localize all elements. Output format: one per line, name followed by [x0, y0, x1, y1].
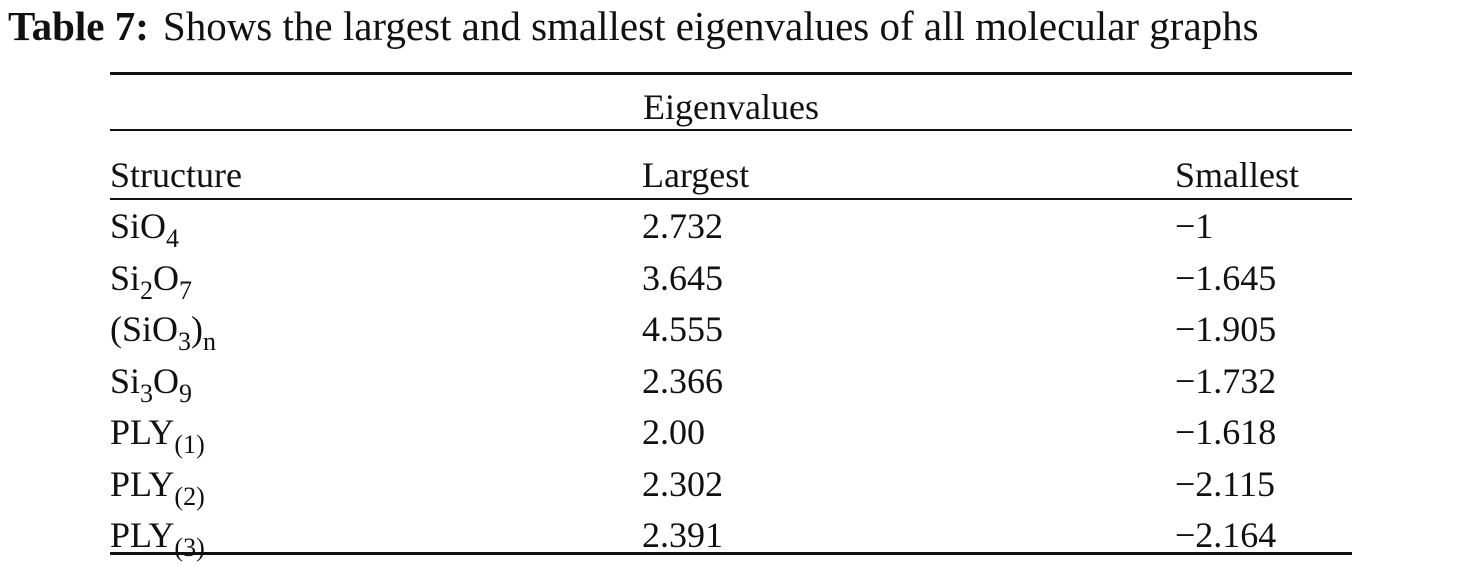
- bottom-rule: [110, 552, 1352, 555]
- top-rule: [110, 72, 1352, 75]
- smallest-cell: −2.164: [1175, 515, 1277, 555]
- largest-cell: 2.366: [642, 360, 723, 401]
- formula-base: ): [191, 309, 204, 349]
- formula-subscript: 7: [179, 275, 193, 305]
- largest-cell: 2.391: [642, 515, 723, 555]
- structure-cell: PLY(1): [110, 412, 205, 459]
- smallest-cell: −1.618: [1175, 412, 1277, 452]
- structure-cell: PLY(2): [110, 463, 205, 511]
- caption: Table 7: Shows the largest and smallest e…: [8, 2, 1259, 50]
- smallest-cell: −1.905: [1175, 309, 1277, 349]
- formula-subscript: 9: [179, 378, 193, 408]
- caption-label: Table 7:: [8, 3, 149, 49]
- structure-cell: SiO4: [110, 206, 179, 253]
- formula-base: PLY: [110, 515, 175, 555]
- formula-subscript: 4: [166, 224, 180, 253]
- header-rule: [110, 198, 1352, 200]
- formula-base: Si: [110, 257, 141, 298]
- column-header: Largest: [642, 155, 750, 195]
- formula-subscript: (2): [174, 481, 205, 511]
- formula-subscript: (1): [174, 430, 205, 459]
- formula-base: Si: [110, 360, 141, 401]
- group-header: Eigenvalues: [643, 87, 819, 127]
- formula-subscript: 3: [140, 378, 154, 408]
- structure-cell: (SiO3)n: [110, 309, 216, 356]
- formula-subscript: 3: [178, 327, 192, 356]
- largest-cell: 2.732: [642, 206, 723, 246]
- formula-subscript: n: [203, 327, 217, 356]
- largest-cell: 2.00: [642, 412, 705, 452]
- smallest-cell: −1: [1175, 206, 1214, 246]
- largest-cell: 4.555: [642, 309, 723, 349]
- formula-subscript: (3): [174, 533, 205, 562]
- structure-cell: Si2O7: [110, 257, 192, 305]
- caption-text: Shows the largest and smallest eigenvalu…: [162, 3, 1259, 49]
- smallest-cell: −1.732: [1175, 360, 1277, 401]
- smallest-cell: −2.115: [1175, 463, 1275, 504]
- column-header: Structure: [110, 155, 242, 195]
- column-header: Smallest: [1175, 155, 1299, 195]
- formula-base: (SiO: [110, 309, 179, 349]
- formula-subscript: 2: [140, 275, 154, 305]
- structure-cell: PLY(3): [110, 515, 205, 562]
- largest-cell: 3.645: [642, 257, 723, 298]
- formula-base: PLY: [110, 463, 175, 504]
- formula-base: O: [153, 360, 180, 401]
- mid-rule: [110, 129, 1352, 131]
- formula-base: O: [153, 257, 180, 298]
- smallest-cell: −1.645: [1175, 257, 1277, 298]
- structure-cell: Si3O9: [110, 360, 192, 408]
- formula-base: PLY: [110, 412, 175, 452]
- formula-base: SiO: [110, 206, 167, 246]
- largest-cell: 2.302: [642, 463, 723, 504]
